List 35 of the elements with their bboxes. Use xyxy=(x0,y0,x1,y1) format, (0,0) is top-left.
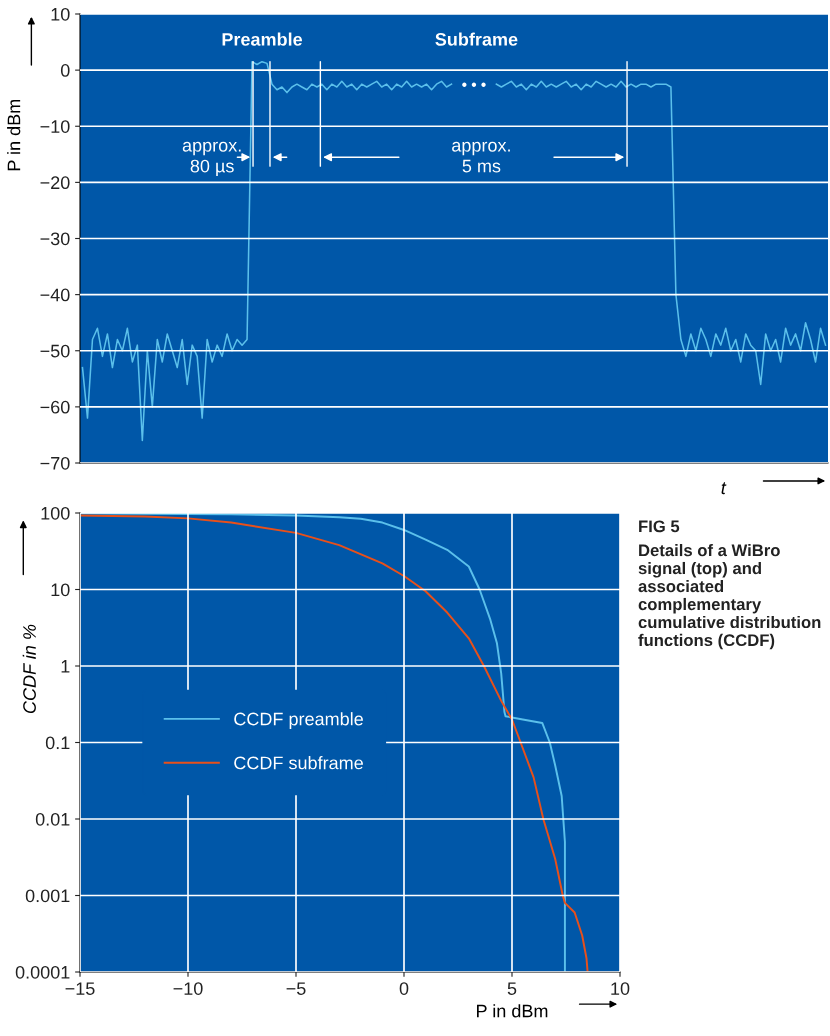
y-tick-label: 10 xyxy=(51,583,70,597)
legend-label: CCDF preamble xyxy=(234,712,363,729)
y-tick-label: −60 xyxy=(40,400,70,414)
y-axis-title: CCDF in % xyxy=(22,624,36,714)
y-tick-label: 0.1 xyxy=(45,736,70,750)
y-tick-label: 0 xyxy=(60,64,70,77)
y-tick-label: 0.001 xyxy=(25,889,70,903)
y-tick-label: 100 xyxy=(41,506,70,520)
y-tick-label: 0.0001 xyxy=(15,965,70,979)
annotation: Preamble xyxy=(222,32,303,46)
x-axis-title: P in dBm xyxy=(477,1004,548,1018)
legend-label: CCDF subframe xyxy=(234,756,363,770)
y-tick-label: −30 xyxy=(40,232,70,246)
caption: FIG 5 xyxy=(639,520,680,533)
y-tick-label: 10 xyxy=(51,7,70,21)
text: Details of a WiBro signal (top) and associated complementary cumulative distribution functions (CCDF) xyxy=(638,544,821,650)
y-tick-label: 0.01 xyxy=(35,812,70,826)
y-tick-label: 1 xyxy=(61,660,70,673)
y-axis-title: P in dBm xyxy=(7,99,21,171)
annotation: • • • xyxy=(462,82,486,87)
y-tick-label: −70 xyxy=(40,456,70,470)
x-axis-title: t xyxy=(721,482,727,495)
x-tick-label: 10 xyxy=(611,982,630,995)
annotation: approx. 5 ms xyxy=(452,141,510,173)
x-tick-label: 5 xyxy=(507,982,517,995)
x-tick-label: −10 xyxy=(173,982,203,995)
x-tick-label: 0 xyxy=(399,982,409,995)
x-tick-label: −5 xyxy=(286,982,306,995)
annotation: approx. 80 µs xyxy=(182,141,241,177)
y-tick-label: −10 xyxy=(40,120,70,133)
annotation: Subframe xyxy=(435,32,518,46)
y-tick-label: −50 xyxy=(40,344,70,358)
x-tick-label: −15 xyxy=(65,982,95,995)
y-tick-label: −20 xyxy=(40,176,70,190)
y-tick-label: −40 xyxy=(40,288,70,302)
